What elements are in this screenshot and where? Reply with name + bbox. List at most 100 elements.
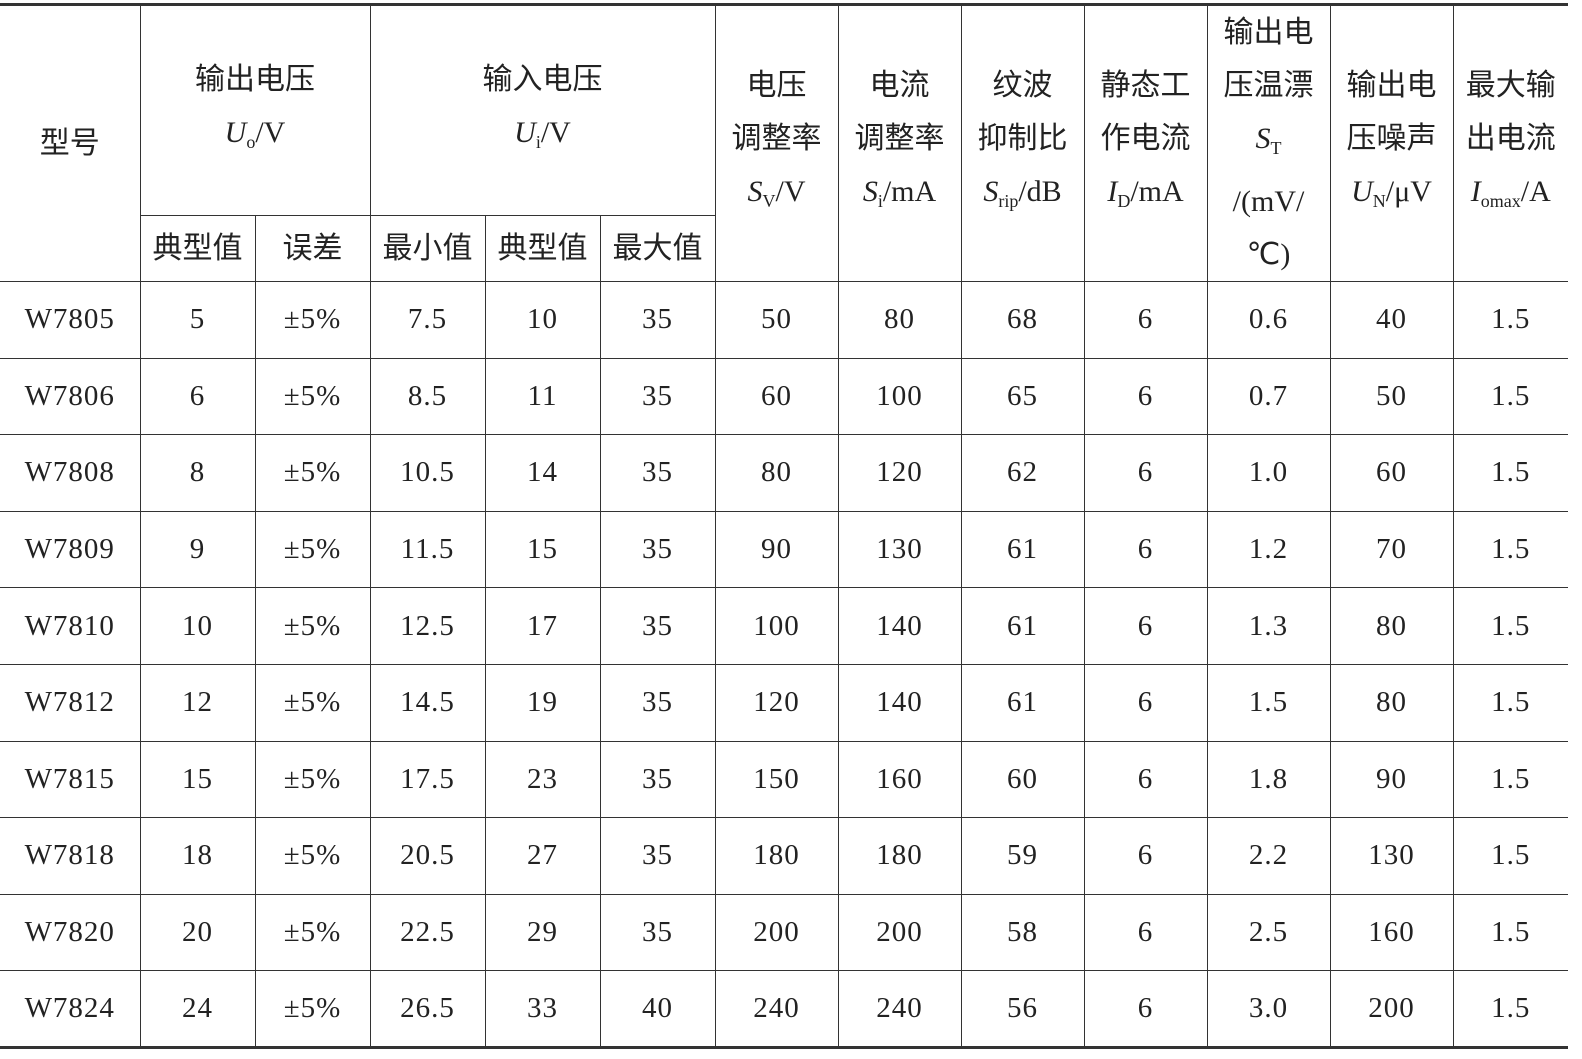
header-output-voltage: 输出电压 Uo/V	[139, 4, 371, 216]
value-cell: 90	[1329, 740, 1454, 819]
value-cell: ±5%	[254, 893, 371, 972]
value-cell: 61	[960, 663, 1085, 742]
value-cell: 35	[599, 817, 716, 895]
value-cell: 140	[837, 587, 962, 665]
header-output-tolerance: 误差	[254, 215, 371, 282]
value-cell: 58	[960, 893, 1085, 972]
value-cell: ±5%	[254, 740, 371, 819]
table-row: W7810 10 ±5% 12.5 17 35 100 140 61 6 1.3 80 1.5	[0, 587, 1569, 665]
value-cell: 61	[960, 510, 1085, 589]
value-cell: 50	[714, 281, 839, 359]
value-cell: 35	[599, 357, 716, 436]
model-cell: W7820	[0, 893, 141, 972]
value-cell: 80	[714, 434, 839, 512]
value-cell: 6	[1083, 510, 1208, 589]
value-cell: 1.5	[1452, 663, 1569, 742]
table-row: W7815 15 ±5% 17.5 23 35 150 160 60 6 1.8 90 1.5	[0, 740, 1569, 819]
value-cell: 3.0	[1206, 970, 1331, 1048]
value-cell: 1.5	[1452, 817, 1569, 895]
value-cell: ±5%	[254, 663, 371, 742]
value-cell: 6	[1083, 434, 1208, 512]
value-cell: 80	[837, 281, 962, 359]
value-cell: 62	[960, 434, 1085, 512]
model-cell: W7808	[0, 434, 141, 512]
table-row: W7805 5 ±5% 7.5 10 35 50 80 68 6 0.6 40 1.5	[0, 281, 1569, 359]
header-symbol: Ui/V	[514, 115, 571, 152]
value-cell: 100	[714, 587, 839, 665]
value-cell: 6	[1083, 587, 1208, 665]
header-title: 输入电压	[482, 61, 603, 97]
value-cell: ±5%	[254, 510, 371, 589]
value-cell: 6	[1083, 663, 1208, 742]
value-cell: 6	[1083, 893, 1208, 972]
value-cell: 29	[484, 893, 601, 972]
model-cell: W7818	[0, 817, 141, 895]
value-cell: ±5%	[254, 817, 371, 895]
header-input-max: 最大值	[599, 215, 716, 282]
value-cell: ±5%	[254, 281, 371, 359]
value-cell: 1.5	[1452, 434, 1569, 512]
value-cell: 120	[837, 434, 962, 512]
value-cell: 22.5	[369, 893, 486, 972]
value-cell: 40	[1329, 281, 1454, 359]
value-cell: 10	[139, 587, 256, 665]
value-cell: 130	[1329, 817, 1454, 895]
model-cell: W7824	[0, 970, 141, 1048]
value-cell: 50	[1329, 357, 1454, 436]
value-cell: 35	[599, 587, 716, 665]
value-cell: 5	[139, 281, 256, 359]
value-cell: 160	[1329, 893, 1454, 972]
header-input-voltage: 输入电压 Ui/V	[369, 4, 716, 216]
value-cell: 6	[1083, 970, 1208, 1048]
model-cell: W7810	[0, 587, 141, 665]
header-current-regulation: 电流 调整率 Si/mA	[837, 4, 962, 282]
value-cell: 7.5	[369, 281, 486, 359]
model-cell: W7815	[0, 740, 141, 819]
value-cell: 240	[837, 970, 962, 1048]
value-cell: 1.5	[1452, 357, 1569, 436]
value-cell: 61	[960, 587, 1085, 665]
value-cell: 140	[837, 663, 962, 742]
value-cell: 0.7	[1206, 357, 1331, 436]
value-cell: 0.6	[1206, 281, 1331, 359]
value-cell: 6	[1083, 281, 1208, 359]
value-cell: 90	[714, 510, 839, 589]
model-cell: W7805	[0, 281, 141, 359]
value-cell: 68	[960, 281, 1085, 359]
value-cell: 6	[1083, 740, 1208, 819]
value-cell: 24	[139, 970, 256, 1048]
value-cell: 1.5	[1452, 970, 1569, 1048]
value-cell: 200	[714, 893, 839, 972]
value-cell: 10	[484, 281, 601, 359]
value-cell: 200	[837, 893, 962, 972]
header-input-typical: 典型值	[484, 215, 601, 282]
header-output-noise: 输出电 压噪声 UN/μV	[1329, 4, 1454, 282]
value-cell: 40	[599, 970, 716, 1048]
value-cell: ±5%	[254, 434, 371, 512]
value-cell: 240	[714, 970, 839, 1048]
table-row: W7806 6 ±5% 8.5 11 35 60 100 65 6 0.7 50 1.5	[0, 357, 1569, 436]
table-row: W7812 12 ±5% 14.5 19 35 120 140 61 6 1.5 80 1.5	[0, 663, 1569, 742]
table-row: W7808 8 ±5% 10.5 14 35 80 120 62 6 1.0 60 1.5	[0, 434, 1569, 512]
value-cell: 18	[139, 817, 256, 895]
value-cell: 60	[1329, 434, 1454, 512]
value-cell: 35	[599, 434, 716, 512]
value-cell: 20.5	[369, 817, 486, 895]
value-cell: 100	[837, 357, 962, 436]
value-cell: 80	[1329, 663, 1454, 742]
value-cell: 60	[714, 357, 839, 436]
value-cell: 14.5	[369, 663, 486, 742]
value-cell: 6	[139, 357, 256, 436]
value-cell: 1.3	[1206, 587, 1331, 665]
value-cell: 2.5	[1206, 893, 1331, 972]
value-cell: 35	[599, 740, 716, 819]
value-cell: 59	[960, 817, 1085, 895]
header-model: 型号	[0, 4, 141, 282]
value-cell: 8.5	[369, 357, 486, 436]
value-cell: 11.5	[369, 510, 486, 589]
value-cell: 35	[599, 281, 716, 359]
value-cell: 27	[484, 817, 601, 895]
value-cell: 80	[1329, 587, 1454, 665]
value-cell: ±5%	[254, 587, 371, 665]
header-output-typical: 典型值	[140, 215, 256, 282]
